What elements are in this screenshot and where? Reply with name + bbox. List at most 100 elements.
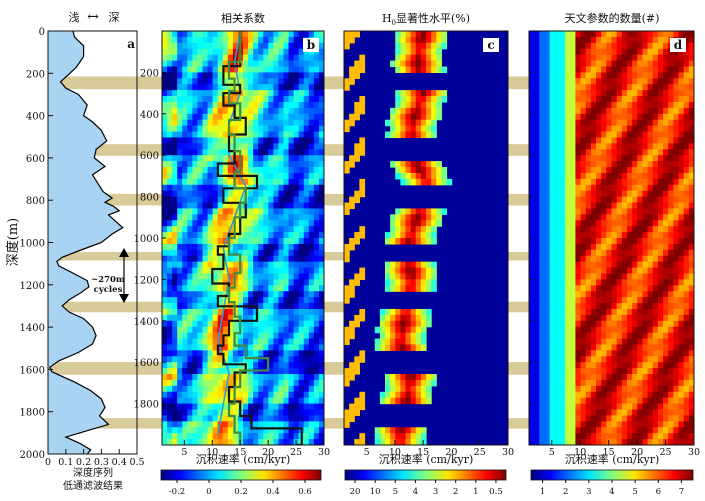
panel-d-cell (611, 397, 618, 405)
panel-c-cell (415, 226, 422, 233)
panel-d-cell (549, 161, 556, 168)
panel-d-cell (647, 66, 654, 73)
panel-d-cell (534, 155, 540, 162)
panel-b-cell (258, 279, 264, 286)
panel-c-colorbar-tick-label-0: 20 (350, 487, 361, 497)
panel-b-cell (273, 397, 280, 405)
panel-b-cell (253, 362, 259, 369)
panel-b-cell (263, 285, 269, 292)
panel-d-cell (570, 172, 577, 180)
panel-d-cell (549, 202, 556, 210)
panel-b-cell (167, 172, 173, 180)
panel-b-cell (273, 238, 280, 245)
panel-b-cell (298, 60, 305, 68)
panel-b-cell (303, 350, 310, 357)
panel-b-cell (167, 226, 173, 233)
panel-d-cell (611, 90, 618, 97)
panel-b-cell (192, 397, 199, 405)
panel-d-cell (575, 297, 582, 304)
panel-d-cell (616, 344, 623, 351)
panel-d-cell (534, 379, 540, 387)
panel-b-cell (258, 119, 264, 127)
panel-c-cell (395, 326, 401, 334)
panel-d-cell (632, 90, 638, 97)
panel-d-cell (678, 238, 685, 245)
panel-d-cell (632, 344, 638, 351)
panel-d-cell (663, 273, 669, 280)
panel-b-cell (273, 184, 280, 192)
panel-b-cell (237, 178, 244, 186)
panel-b-cell (268, 226, 274, 233)
panel-b-cell (217, 78, 224, 85)
panel-d-cell (626, 320, 633, 328)
panel-b-cell (278, 84, 285, 91)
panel-b-cell (288, 131, 295, 139)
panel-b-cell (197, 208, 204, 215)
panel-c-cell (415, 113, 422, 121)
panel-d-cell (683, 84, 690, 91)
panel-d-cell (539, 96, 546, 103)
panel-b-cell (283, 143, 290, 150)
panel-b-cell (177, 131, 183, 139)
panel-b-cell (177, 137, 183, 144)
panel-c-cell (359, 433, 366, 440)
panel-a-ytick-label-9: 1800 (20, 408, 45, 419)
panel-d-cell (637, 385, 644, 393)
panel-d-cell (585, 90, 592, 97)
panel-b-cell (258, 397, 264, 405)
panel-d-cell (657, 96, 664, 103)
panel-b-cell (288, 362, 295, 369)
panel-d-cell (554, 119, 561, 127)
panel-c-title-main: H (382, 12, 392, 25)
panel-d-cell (683, 255, 690, 263)
panel-b-cell (288, 391, 295, 399)
panel-c-cell (400, 238, 407, 245)
panel-b-cell (268, 232, 274, 239)
panel-c-cell (405, 42, 412, 50)
panel-d-cell (637, 161, 644, 168)
panel-b-cell (167, 48, 173, 56)
panel-c-letter-box (483, 38, 499, 52)
panel-c-cell (420, 232, 427, 239)
panel-b-cell (207, 72, 214, 79)
panel-d-cell (596, 356, 602, 363)
panel-b-cell (253, 374, 259, 381)
panel-c-cell (415, 385, 422, 393)
panel-d-cell (539, 54, 546, 62)
panel-b-cell (293, 196, 300, 204)
panel-d-cell (559, 155, 566, 162)
panel-b-cell (288, 433, 295, 440)
panel-d-cell (570, 261, 577, 269)
panel-b-cell (212, 362, 219, 369)
panel-b-cell (288, 214, 295, 221)
panel-b-cell (248, 385, 254, 393)
panel-d-cell (596, 208, 602, 215)
panel-d-cell (652, 267, 659, 275)
panel-b-cell (177, 409, 183, 417)
panel-d-cell (529, 167, 535, 174)
panel-b-cell (197, 137, 204, 144)
panel-b-cell (222, 267, 229, 275)
panel-d-cell (688, 78, 694, 85)
panel-b-cell (288, 143, 295, 150)
panel-b-cell (217, 137, 224, 144)
panel-b-cell (318, 178, 324, 186)
panel-b-cell (202, 409, 209, 417)
panel-b-cell (167, 314, 173, 322)
panel-b-cell (182, 226, 188, 233)
panel-b-cell (293, 356, 300, 363)
panel-b-cell (273, 31, 280, 38)
panel-d-cell (544, 96, 551, 103)
panel-d-cell (559, 291, 566, 298)
panel-b-cell (222, 433, 229, 440)
panel-b-cell (217, 332, 224, 340)
panel-c-cell (400, 308, 407, 316)
panel-b-cell (187, 96, 193, 103)
panel-c-cell (415, 308, 422, 316)
panel-b-cell (248, 350, 254, 357)
panel-b-cell (253, 326, 259, 334)
panel-d-cell (663, 255, 669, 263)
panel-b-cell (318, 261, 324, 269)
panel-d-cell (657, 332, 664, 340)
panel-b-cell (268, 42, 274, 50)
